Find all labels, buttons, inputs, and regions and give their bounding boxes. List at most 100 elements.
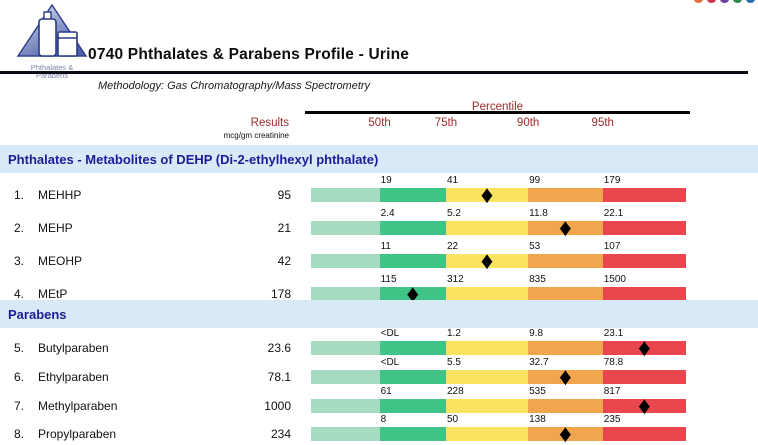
page-dot-1 <box>694 0 703 3</box>
analyte-number: 7. <box>14 399 25 413</box>
analyte-name: Butylparaben <box>38 341 109 355</box>
analyte-number: 4. <box>14 287 25 301</box>
page-dot-5 <box>746 0 755 3</box>
bar-segment-2 <box>379 221 446 235</box>
analyte-name: Propylparaben <box>38 427 117 441</box>
bar-segment-1 <box>311 427 380 441</box>
section-header: Parabens <box>0 300 758 328</box>
percentile-bar: 2.45.211.822.1♦ <box>311 208 686 241</box>
analyte-number: 6. <box>14 370 25 384</box>
bar-segment-5 <box>602 254 686 268</box>
tick-label: 179 <box>603 175 621 186</box>
bar-segment-4 <box>528 188 603 202</box>
analyte-result: 21 <box>277 221 291 235</box>
bar-segment-5 <box>602 188 686 202</box>
analyte-result: 1000 <box>264 399 291 413</box>
tick-label: 2.4 <box>380 208 395 219</box>
analyte-name: MEtP <box>38 287 68 301</box>
page-edge-dots <box>694 0 755 3</box>
analyte-name: MEOHP <box>38 254 83 268</box>
percentile-headers: 50th 75th 90th 95th <box>311 117 686 130</box>
tick-label: 312 <box>447 274 464 285</box>
analyte-number: 3. <box>14 254 25 268</box>
bar-segment-3 <box>445 254 529 268</box>
bar-segment-5 <box>602 341 686 355</box>
results-column-header: Results <box>250 117 289 129</box>
tick-label: 5.5 <box>447 357 461 368</box>
bar-segment-3 <box>445 341 529 355</box>
tick-label: 1500 <box>603 274 626 285</box>
bar-segment-1 <box>311 221 380 235</box>
logo-caption-line1: Phthalates & <box>30 63 74 72</box>
bar-segment-2 <box>379 399 446 413</box>
tick-label: 9.8 <box>529 328 544 339</box>
analyte-name: MEHP <box>38 221 73 235</box>
analyte-name: Ethylparaben <box>38 370 109 384</box>
tick-label: 78.8 <box>603 357 624 368</box>
bar-segment-2 <box>379 427 446 441</box>
analyte-number: 8. <box>14 427 25 441</box>
tick-label: 50 <box>447 414 459 425</box>
title-divider <box>0 71 748 74</box>
tick-label: 99 <box>529 175 541 186</box>
bar-segment-4 <box>528 399 603 413</box>
analyte-result: 95 <box>277 188 291 202</box>
analyte-name: Methylparaben <box>38 399 118 413</box>
tick-label: 11 <box>380 241 391 252</box>
tick-label: 535 <box>529 386 546 397</box>
section-title: Parabens <box>8 306 67 322</box>
bar-segment-2 <box>379 287 446 301</box>
bar-segment-5 <box>602 370 686 384</box>
analyte-name: MEHHP <box>38 188 82 202</box>
percentile-divider <box>305 111 690 114</box>
bar-segment-1 <box>311 370 380 384</box>
tick-label: 22 <box>447 241 459 252</box>
tick-label: 41 <box>447 175 459 186</box>
tick-label: 11.8 <box>529 208 548 219</box>
percentile-bar: <DL1.29.823.1♦ <box>311 328 686 361</box>
analyte-number: 1. <box>14 188 25 202</box>
tick-label: 817 <box>603 386 621 397</box>
logo-caption-line2: Parabens <box>35 71 69 80</box>
analyte-number: 5. <box>14 341 25 355</box>
bar-segment-3 <box>445 399 529 413</box>
tick-label: 835 <box>529 274 546 285</box>
analyte-result: 23.6 <box>267 341 291 355</box>
analyte-result: 234 <box>270 427 291 441</box>
percentile-bar: <DL5.532.778.8♦ <box>311 357 686 390</box>
tick-label: 228 <box>447 386 464 397</box>
bar-segment-1 <box>311 341 380 355</box>
tick-label: 1.2 <box>447 328 461 339</box>
tick-label: 8 <box>380 414 387 425</box>
bar-segment-2 <box>379 254 446 268</box>
section-title: Phthalates - Metabolites of DEHP (Di-2-e… <box>8 151 379 167</box>
bar-segment-5 <box>602 427 686 441</box>
bar-segment-3 <box>445 370 529 384</box>
page-dot-4 <box>733 0 742 3</box>
bar-segment-1 <box>311 254 380 268</box>
tick-label: <DL <box>380 357 400 368</box>
bar-segment-1 <box>311 287 380 301</box>
tick-label: 32.7 <box>529 357 549 368</box>
results-units-label: mcg/gm creatinine <box>223 131 289 140</box>
analyte-result: 42 <box>277 254 291 268</box>
tick-label: 138 <box>529 414 546 425</box>
bar-segment-4 <box>528 341 603 355</box>
tick-label: 19 <box>380 175 392 186</box>
bar-segment-3 <box>445 287 529 301</box>
page-dot-2 <box>707 0 716 3</box>
percentile-header-50th: 50th <box>368 117 391 129</box>
bar-segment-2 <box>379 370 446 384</box>
page-dot-3 <box>720 0 729 3</box>
tick-label: 115 <box>380 274 397 285</box>
percentile-column-group-label: Percentile <box>471 101 524 113</box>
logo-caption: Phthalates & Parabens <box>14 64 90 80</box>
bar-segment-5 <box>602 399 686 413</box>
